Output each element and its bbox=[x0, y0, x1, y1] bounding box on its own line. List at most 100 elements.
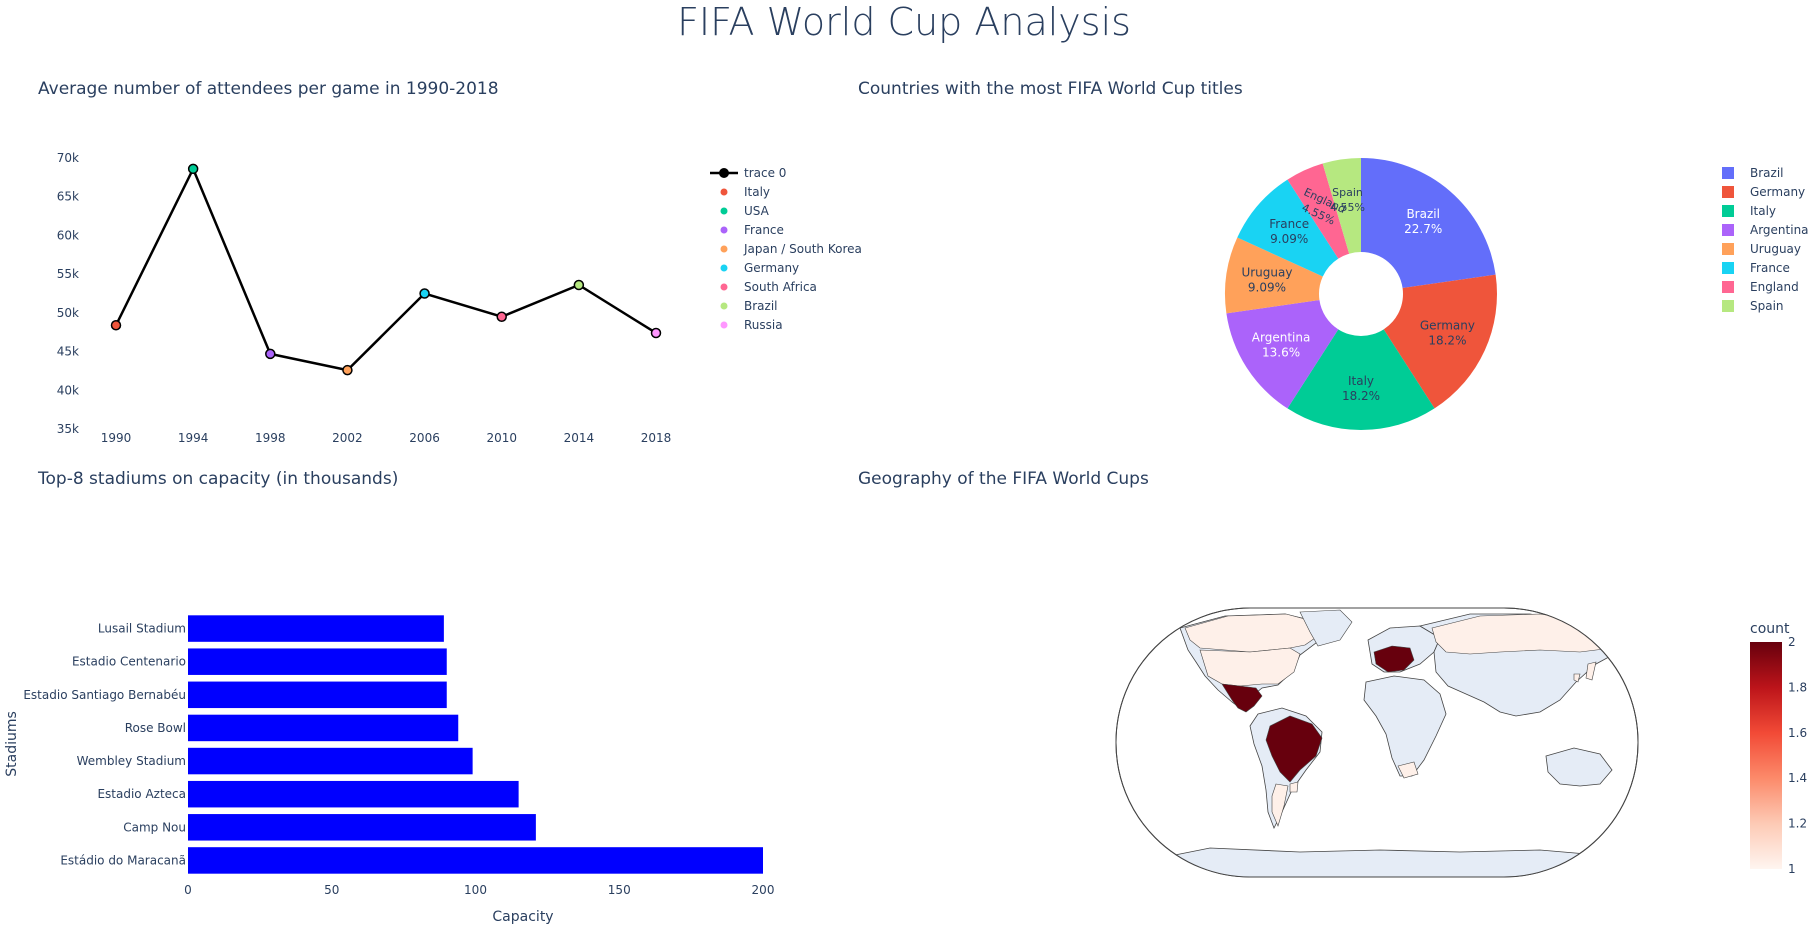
legend-swatch bbox=[720, 302, 728, 310]
pie-slice-spain[interactable] bbox=[1322, 158, 1361, 254]
legend-swatch bbox=[720, 264, 728, 272]
legend-item-host[interactable]: Brazil bbox=[744, 299, 778, 313]
bar-wembley-stadium[interactable] bbox=[188, 747, 473, 775]
bar-estadio-centenario[interactable] bbox=[188, 648, 447, 675]
bar-chart: Estádio do Maracanã Camp Nou Estadio Aztec… bbox=[4, 615, 774, 925]
pie-slice-italy[interactable] bbox=[1287, 329, 1435, 430]
legend-item-italy[interactable]: Italy bbox=[1750, 204, 1776, 218]
line-x-tick-label: 2006 bbox=[409, 431, 440, 445]
pie-slice-percent: 18.2% bbox=[1342, 389, 1380, 403]
map-land-australia bbox=[1545, 747, 1613, 787]
colorbar bbox=[1750, 642, 1782, 869]
bar-estadio-santiago-bernab-u[interactable] bbox=[188, 681, 447, 709]
legend-item-uruguay[interactable]: Uruguay bbox=[1750, 242, 1801, 256]
map-land-antarctica bbox=[1148, 847, 1638, 877]
line-y-tick-label: 45k bbox=[57, 345, 79, 359]
legend-swatch bbox=[1722, 243, 1734, 255]
legend-item-host[interactable]: Russia bbox=[744, 318, 783, 332]
line-point-usa[interactable] bbox=[187, 163, 199, 175]
line-chart-legend: trace 0 Italy USA France Japan / South Korea… bbox=[710, 166, 862, 332]
line-point-russia[interactable] bbox=[650, 327, 662, 339]
pie-slice-label: Italy bbox=[1348, 374, 1374, 388]
bar-rose-bowl[interactable] bbox=[188, 714, 459, 742]
legend-swatch bbox=[1722, 300, 1734, 312]
legend-swatch bbox=[1722, 281, 1734, 293]
bar-x-tick-label: 50 bbox=[324, 883, 339, 897]
pie-slice-percent: 9.09% bbox=[1270, 232, 1308, 246]
legend-swatch bbox=[1722, 167, 1734, 179]
legend-item-spain[interactable]: Spain bbox=[1750, 299, 1784, 313]
map-country-world-cup-europe bbox=[1373, 645, 1415, 673]
page-title: FIFA World Cup Analysis bbox=[677, 0, 1131, 44]
bar-est-dio-do-maracan-[interactable] bbox=[188, 847, 763, 874]
map-frame bbox=[1115, 607, 1639, 878]
line-point-italy[interactable] bbox=[110, 319, 122, 331]
pie-slice-percent: 13.6% bbox=[1262, 345, 1300, 359]
colorbar-title: count bbox=[1750, 621, 1790, 637]
pie-slice-percent: 4.55% bbox=[1330, 201, 1365, 214]
legend-item-host[interactable]: France bbox=[744, 223, 784, 237]
legend-item-argentina[interactable]: Argentina bbox=[1750, 223, 1808, 237]
line-point-france[interactable] bbox=[265, 348, 276, 360]
line-x-tick-label: 2010 bbox=[486, 431, 517, 445]
bar-lusail-stadium[interactable] bbox=[188, 615, 444, 642]
legend-swatch bbox=[720, 321, 728, 329]
pie-slice-label: Argentina bbox=[1252, 330, 1311, 344]
line-x-tick-label: 2014 bbox=[564, 431, 595, 445]
pie-chart-title: Countries with the most FIFA World Cup t… bbox=[858, 79, 1243, 99]
line-y-tick-label: 70k bbox=[57, 151, 79, 165]
pie-slice-uruguay[interactable] bbox=[1225, 237, 1323, 314]
line-series-trace-0 bbox=[114, 165, 657, 372]
line-y-tick-label: 60k bbox=[57, 228, 79, 242]
pie-slice-percent: 18.2% bbox=[1428, 333, 1466, 347]
line-x-tick-label: 1990 bbox=[101, 431, 132, 445]
bar-camp-nou[interactable] bbox=[188, 814, 536, 841]
pie-slice-france[interactable] bbox=[1237, 179, 1339, 277]
bar-y-tick-label: Estadio Azteca bbox=[97, 787, 186, 801]
line-point-brazil[interactable] bbox=[573, 279, 585, 291]
pie-slice-england[interactable] bbox=[1287, 163, 1350, 259]
legend-item-host[interactable]: Italy bbox=[744, 185, 770, 199]
map-country-mexico bbox=[1221, 683, 1263, 713]
bar-chart-x-axis-label: Capacity bbox=[492, 909, 553, 925]
legend-item-trace-0[interactable]: trace 0 bbox=[744, 166, 786, 180]
line-x-tick-label: 1998 bbox=[255, 431, 286, 445]
pie-slice-germany[interactable] bbox=[1383, 274, 1497, 409]
line-y-tick-label: 65k bbox=[57, 190, 79, 204]
bar-y-tick-label: Estádio do Maracanã bbox=[60, 853, 186, 867]
line-x-tick-label: 2002 bbox=[332, 431, 363, 445]
line-y-tick-label: 35k bbox=[57, 422, 79, 436]
legend-item-host[interactable]: USA bbox=[744, 204, 770, 218]
line-point-japan-south-korea[interactable] bbox=[342, 364, 353, 376]
line-point-germany[interactable] bbox=[419, 288, 430, 299]
line-point-south-africa[interactable] bbox=[496, 311, 507, 322]
line-y-tick-label: 40k bbox=[57, 383, 79, 397]
colorbar-tick-label: 1.8 bbox=[1788, 680, 1807, 694]
legend-item-france[interactable]: France bbox=[1750, 261, 1790, 275]
bar-y-tick-label: Wembley Stadium bbox=[77, 754, 186, 768]
pie-slice-percent: 9.09% bbox=[1248, 280, 1286, 294]
pie-slice-label: Brazil bbox=[1406, 207, 1440, 221]
legend-item-brazil[interactable]: Brazil bbox=[1750, 166, 1784, 180]
bar-estadio-azteca[interactable] bbox=[188, 780, 519, 808]
colorbar-tick-label: 1.2 bbox=[1788, 817, 1807, 831]
line-chart-title: Average number of attendees per game in … bbox=[38, 79, 499, 99]
map-country-uruguay bbox=[1289, 781, 1299, 793]
line-x-tick-label: 1994 bbox=[178, 431, 209, 445]
legend-swatch bbox=[1722, 262, 1734, 274]
legend-item-germany[interactable]: Germany bbox=[1750, 185, 1805, 199]
legend-item-host[interactable]: Germany bbox=[744, 261, 799, 275]
map-country-south-africa bbox=[1397, 761, 1419, 779]
pie-slice-argentina[interactable] bbox=[1226, 299, 1339, 409]
legend-item-england[interactable]: England bbox=[1750, 280, 1799, 294]
legend-item-host[interactable]: South Africa bbox=[744, 280, 817, 294]
pie-slice-percent: 22.7% bbox=[1404, 222, 1442, 236]
legend-item-host[interactable]: Japan / South Korea bbox=[743, 242, 862, 256]
legend-swatch bbox=[1722, 224, 1734, 236]
map-country-argentina bbox=[1271, 783, 1289, 827]
map-country-japan bbox=[1585, 661, 1597, 681]
legend-swatch bbox=[720, 207, 728, 215]
pie-slice-brazil[interactable] bbox=[1361, 158, 1496, 289]
legend-swatch bbox=[720, 283, 728, 291]
